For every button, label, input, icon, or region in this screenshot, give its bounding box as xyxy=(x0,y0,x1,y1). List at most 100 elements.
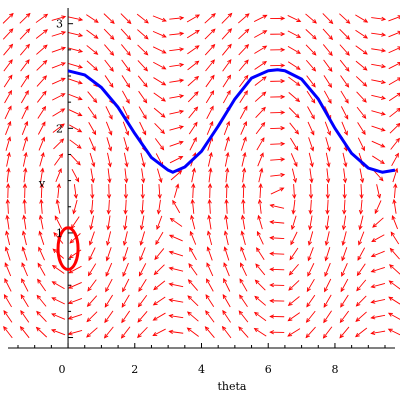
field-arrow xyxy=(325,247,331,261)
field-arrow xyxy=(51,313,66,320)
field-arrow-head xyxy=(309,178,314,184)
field-arrow-head xyxy=(107,146,113,152)
field-arrow-head xyxy=(20,310,25,315)
field-arrow xyxy=(371,234,385,242)
field-arrow-head xyxy=(161,65,167,70)
field-arrow-head xyxy=(254,295,260,301)
field-arrow-head xyxy=(36,294,42,300)
field-arrow xyxy=(241,152,246,167)
field-arrow-head xyxy=(67,315,73,320)
field-arrow-head xyxy=(86,302,92,307)
field-arrow xyxy=(242,199,245,214)
field-arrow-head xyxy=(370,268,376,273)
field-arrow-head xyxy=(38,214,44,220)
field-arrow xyxy=(206,262,214,277)
field-arrow-head xyxy=(78,32,84,38)
field-arrow xyxy=(120,13,132,24)
field-arrow-head xyxy=(295,113,300,119)
field-arrow-head xyxy=(363,18,369,23)
field-arrow xyxy=(257,153,264,167)
field-arrow xyxy=(307,121,315,135)
field-arrow xyxy=(290,231,298,245)
field-arrow-head xyxy=(194,29,200,35)
field-arrow-head xyxy=(261,106,266,112)
field-arrow-head xyxy=(294,129,300,135)
field-arrow-head xyxy=(345,35,351,40)
field-arrow xyxy=(223,278,231,292)
field-arrow xyxy=(288,296,300,306)
field-arrow-head xyxy=(35,326,41,332)
field-arrow-head xyxy=(42,75,48,80)
field-arrow-head xyxy=(210,59,215,65)
field-arrow xyxy=(207,231,213,246)
field-arrow-head xyxy=(312,19,317,24)
field-arrow xyxy=(106,231,112,246)
field-arrow-head xyxy=(61,15,67,20)
field-arrow-head xyxy=(191,167,196,173)
field-arrow-head xyxy=(138,271,143,277)
field-arrow-head xyxy=(362,98,367,103)
field-arrow xyxy=(373,169,384,181)
field-arrow xyxy=(342,231,347,246)
field-arrow-head xyxy=(77,112,83,117)
field-arrow-head xyxy=(21,246,26,252)
field-arrow-head xyxy=(172,199,177,205)
field-arrow-head xyxy=(380,127,386,132)
x-tick-label: 0 xyxy=(59,363,66,376)
field-arrow xyxy=(169,299,184,303)
field-arrow-head xyxy=(60,108,66,113)
field-arrow xyxy=(371,140,385,148)
x-tick-label: 6 xyxy=(265,363,272,376)
field-arrow-head xyxy=(223,262,228,268)
field-arrow-head xyxy=(140,194,145,200)
field-arrow-head xyxy=(59,138,65,144)
field-arrow-head xyxy=(396,122,400,128)
field-arrow xyxy=(289,137,299,151)
field-arrow-head xyxy=(67,331,73,336)
field-arrow-head xyxy=(39,198,44,204)
field-arrow-head xyxy=(189,230,194,236)
field-arrow-head xyxy=(242,136,247,142)
field-arrow-head xyxy=(160,113,166,118)
field-arrow-head xyxy=(342,209,347,215)
field-arrow xyxy=(204,44,215,56)
field-arrow-head xyxy=(257,214,262,220)
field-arrow-head xyxy=(9,12,14,18)
field-arrow-head xyxy=(290,225,296,231)
field-arrow xyxy=(4,262,12,277)
field-arrow-head xyxy=(93,34,99,39)
field-arrow-head xyxy=(307,256,312,262)
field-arrow-head xyxy=(280,126,286,131)
field-arrow xyxy=(323,310,332,323)
field-arrow-head xyxy=(108,130,113,136)
field-arrow xyxy=(68,314,83,320)
field-arrow xyxy=(153,61,166,70)
field-arrow xyxy=(5,231,11,246)
field-arrow-head xyxy=(355,332,360,338)
field-arrow xyxy=(371,250,385,257)
field-arrow xyxy=(253,14,267,23)
field-arrow-head xyxy=(207,214,212,220)
field-arrow xyxy=(308,137,314,151)
field-arrow-head xyxy=(344,82,350,88)
field-arrow xyxy=(68,109,82,116)
field-arrow xyxy=(103,13,115,24)
field-arrow-head xyxy=(358,225,363,231)
y-tick-label: 2 xyxy=(56,122,63,135)
field-arrow-head xyxy=(77,96,83,101)
field-arrow-head xyxy=(224,198,229,204)
field-arrow-head xyxy=(328,51,333,57)
field-arrow xyxy=(51,297,65,305)
field-arrow xyxy=(270,204,285,209)
field-arrow-head xyxy=(208,167,213,173)
field-arrow-head xyxy=(138,287,143,293)
field-arrow-head xyxy=(391,214,396,220)
field-arrow xyxy=(121,90,130,104)
field-arrow-head xyxy=(21,278,26,284)
field-arrow xyxy=(88,122,96,135)
field-arrow xyxy=(323,294,332,308)
field-arrow-head xyxy=(42,90,47,96)
field-arrow-head xyxy=(22,183,28,188)
field-arrow-head xyxy=(5,183,11,188)
